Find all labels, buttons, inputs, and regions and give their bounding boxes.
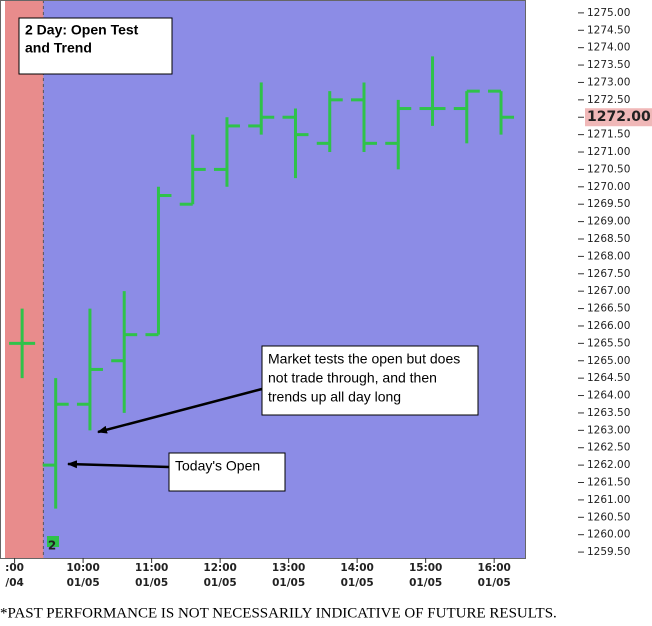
y-tick-label: 1263.50 (587, 407, 630, 419)
x-tick-label: 01/05 (135, 577, 168, 589)
ohlc-bar (419, 56, 446, 126)
y-tick-label: 1274.50 (587, 24, 630, 36)
x-tick-label: 01/05 (204, 577, 237, 589)
session-marker-box (47, 536, 59, 547)
y-tick-label: 1269.00 (587, 216, 630, 228)
previous-session (5, 0, 44, 558)
annotation-text: trends up all day long (268, 389, 401, 405)
ohlc-bar (488, 89, 515, 135)
y-tick-label: 1260.50 (587, 511, 630, 523)
y-tick-label: 1266.50 (587, 303, 630, 315)
annotation-arrow (97, 387, 263, 434)
y-tick-label: 1268.00 (587, 250, 630, 262)
y-tick-label: 1270.00 (587, 181, 630, 193)
y-tick-label: 1268.50 (587, 233, 630, 245)
ohlc-bar (111, 291, 138, 413)
footer: *PAST PERFORMANCE IS NOT NECESSARILY IND… (0, 605, 557, 621)
y-tick-label: 1269.50 (587, 198, 630, 210)
current-price-box (585, 108, 652, 127)
annotation-text: Market tests the open but does (268, 351, 460, 367)
x-tick-label: 01/05 (67, 577, 100, 589)
y-tick-label: 1267.50 (587, 268, 630, 280)
y-tick-label: 1264.00 (587, 390, 630, 402)
annotation-box (168, 452, 286, 492)
annotation-box (261, 345, 479, 416)
ohlc-bar (282, 108, 309, 179)
ohlc-bar (9, 308, 36, 379)
ohlc-bar (453, 89, 480, 144)
ohlc-bar (42, 378, 69, 509)
y-tick-label: 1270.50 (587, 163, 630, 175)
x-tick-label: 13:00 (272, 562, 305, 574)
y-tick-label: 1271.00 (587, 146, 630, 158)
y-tick-label: 1265.00 (587, 355, 630, 367)
session-marker: 2 (48, 539, 56, 553)
y-tick-label: 1271.50 (587, 129, 630, 141)
x-tick-label: 12:00 (203, 562, 236, 574)
ohlc-bar (76, 308, 103, 431)
x-tick-label: /04 (5, 577, 23, 589)
annotation-text: not trade through, and then (268, 370, 437, 386)
ohlc-bar (316, 91, 343, 153)
x-tick-label: :00 (5, 562, 24, 574)
ohlc-bar (179, 134, 206, 206)
x-tick-label: 16:00 (477, 562, 510, 574)
y-tick-label: 1261.00 (587, 494, 630, 506)
y-tick-label: 1275.00 (587, 7, 630, 19)
y-tick-label: 1267.00 (587, 285, 630, 297)
y-tick-label: 1262.00 (587, 459, 630, 471)
y-tick-label: 1266.00 (587, 320, 630, 332)
x-tick-label: 01/05 (478, 577, 511, 589)
x-tick-label: 01/05 (341, 577, 374, 589)
annotation-text: Today's Open (175, 458, 260, 474)
chart-title: 2 Day: Open Test (25, 22, 139, 38)
y-tick-label: 1264.50 (587, 372, 630, 384)
x-tick-label: 10:00 (66, 562, 99, 574)
y-tick-label: 1274.00 (587, 42, 630, 54)
annotation-arrow (67, 460, 170, 469)
y-tick-label: 1273.00 (587, 76, 630, 88)
ohlc-bar (248, 82, 275, 135)
y-tick-label: 1262.50 (587, 442, 630, 454)
current-price-label: 1272.00 (587, 109, 651, 125)
y-tick-label: 1273.50 (587, 59, 630, 71)
y-tick-label: 1261.50 (587, 477, 630, 489)
x-tick-label: 01/05 (409, 577, 442, 589)
x-tick-label: 14:00 (340, 562, 373, 574)
y-tick-label: 1263.00 (587, 424, 630, 436)
x-tick-label: 11:00 (135, 562, 168, 574)
title-box (18, 17, 173, 75)
x-tick-label: 01/05 (272, 577, 305, 589)
ohlc-bar (145, 186, 172, 337)
y-tick-label: 1272.50 (587, 94, 630, 106)
y-tick-label: 1259.50 (587, 546, 630, 558)
y-tick-label: 1265.50 (587, 337, 630, 349)
ohlc-bar (213, 117, 240, 187)
frame (0, 0, 526, 559)
chart-title: and Trend (25, 40, 92, 56)
ohlc-bar (350, 82, 377, 153)
x-tick-label: 15:00 (409, 562, 442, 574)
ohlc-bar (385, 99, 412, 170)
y-tick-label: 1260.00 (587, 529, 630, 541)
